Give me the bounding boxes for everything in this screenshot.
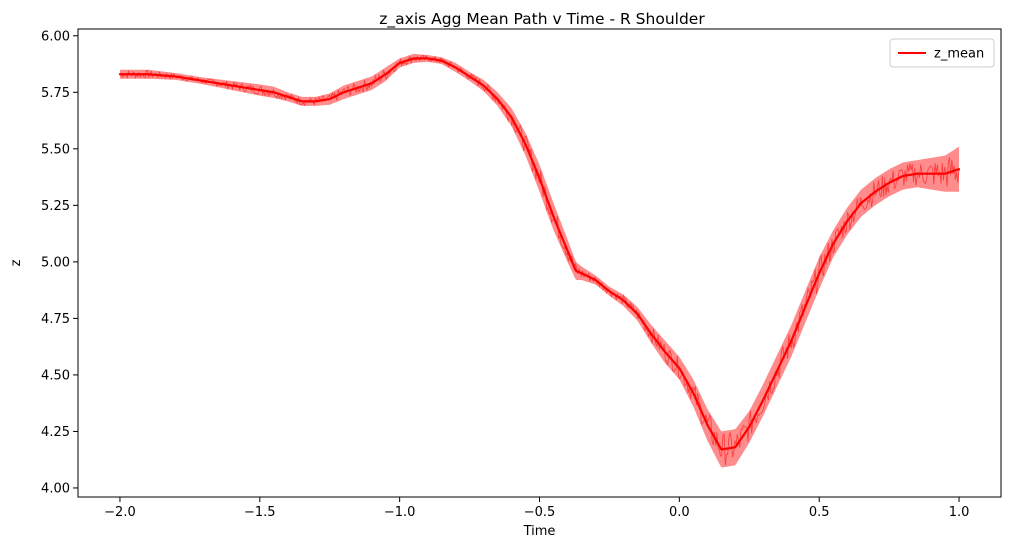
- data-point: [902, 175, 904, 177]
- data-point: [692, 392, 694, 394]
- data-point: [790, 340, 792, 342]
- data-point: [832, 243, 834, 245]
- data-point: [469, 75, 471, 77]
- spread-jitter-trace: [119, 54, 960, 466]
- y-axis: 4.00 4.25 4.50 4.75 5.00 5.25 5.50 5.75 6.00: [41, 29, 78, 496]
- x-tick-label: 1.0: [949, 505, 970, 520]
- data-point: [678, 367, 680, 369]
- data-point: [385, 73, 387, 75]
- data-point: [301, 100, 303, 102]
- data-point: [748, 426, 750, 428]
- x-tick-label: −1.5: [244, 505, 276, 520]
- data-point: [455, 66, 457, 68]
- data-point: [273, 91, 275, 93]
- data-point: [413, 57, 415, 59]
- y-tick-label: 5.75: [41, 86, 70, 101]
- data-point: [315, 100, 317, 102]
- data-point: [930, 173, 932, 175]
- data-point: [566, 250, 568, 252]
- data-point: [483, 85, 485, 87]
- data-point: [231, 85, 233, 87]
- x-tick-label: −1.0: [384, 505, 416, 520]
- data-point: [552, 216, 554, 218]
- data-point: [497, 98, 499, 100]
- data-point: [575, 270, 577, 272]
- data-point: [720, 449, 722, 451]
- x-tick-label: 0.5: [809, 505, 830, 520]
- y-tick-label: 5.25: [41, 199, 70, 214]
- data-point: [664, 351, 666, 353]
- data-point: [734, 446, 736, 448]
- data-point: [147, 73, 149, 75]
- data-point: [427, 57, 429, 59]
- data-point: [888, 182, 890, 184]
- data-point: [944, 173, 946, 175]
- data-point: [916, 173, 918, 175]
- data-point: [441, 60, 443, 62]
- data-point: [804, 306, 806, 308]
- spread-band: [119, 53, 960, 468]
- data-point: [399, 62, 401, 64]
- data-point: [119, 73, 121, 75]
- legend-label: z_mean: [934, 47, 984, 62]
- plot-frame: [77, 28, 1002, 498]
- data-point: [608, 290, 610, 292]
- data-point: [329, 98, 331, 100]
- data-point: [594, 279, 596, 281]
- data-point: [539, 177, 541, 179]
- data-point: [525, 143, 527, 145]
- data-point: [650, 333, 652, 335]
- x-axis-title: Time: [523, 524, 556, 539]
- y-tick-label: 4.25: [41, 425, 70, 440]
- data-point: [818, 272, 820, 274]
- data-point: [776, 369, 778, 371]
- series-line-group: [118, 57, 961, 451]
- y-tick-label: 4.75: [41, 312, 70, 327]
- legend: z_mean: [889, 38, 995, 68]
- data-point: [343, 91, 345, 93]
- data-point: [203, 80, 205, 82]
- data-point: [860, 202, 862, 204]
- data-point: [511, 116, 513, 118]
- data-point: [287, 96, 289, 98]
- x-axis: −2.0 −1.5 −1.0 −0.5 0.0 0.5 1.0: [104, 497, 969, 520]
- y-tick-label: 4.00: [41, 481, 70, 496]
- y-tick-label: 5.00: [41, 255, 70, 270]
- data-point: [259, 89, 261, 91]
- data-point: [580, 272, 582, 274]
- chart-title: z_axis Agg Mean Path v Time - R Shoulder: [379, 10, 705, 29]
- data-point: [622, 299, 624, 301]
- spread-band-area: [119, 53, 960, 468]
- data-point: [762, 399, 764, 401]
- series-line-z_mean: [118, 57, 961, 451]
- legend-box: [889, 38, 995, 68]
- y-tick-label: 6.00: [41, 29, 70, 44]
- y-tick-label: 4.50: [41, 368, 70, 383]
- data-point: [706, 424, 708, 426]
- x-tick-label: −0.5: [524, 505, 556, 520]
- data-point: [371, 82, 373, 84]
- x-tick-label: 0.0: [669, 505, 690, 520]
- data-point: [958, 168, 960, 170]
- y-tick-label: 5.50: [41, 142, 70, 157]
- data-point: [357, 87, 359, 89]
- data-point: [846, 220, 848, 222]
- x-tick-label: −2.0: [104, 505, 136, 520]
- data-point: [175, 75, 177, 77]
- data-point: [636, 313, 638, 315]
- data-point: [874, 191, 876, 193]
- y-axis-title: z: [9, 259, 24, 266]
- plot-area: [77, 28, 1002, 498]
